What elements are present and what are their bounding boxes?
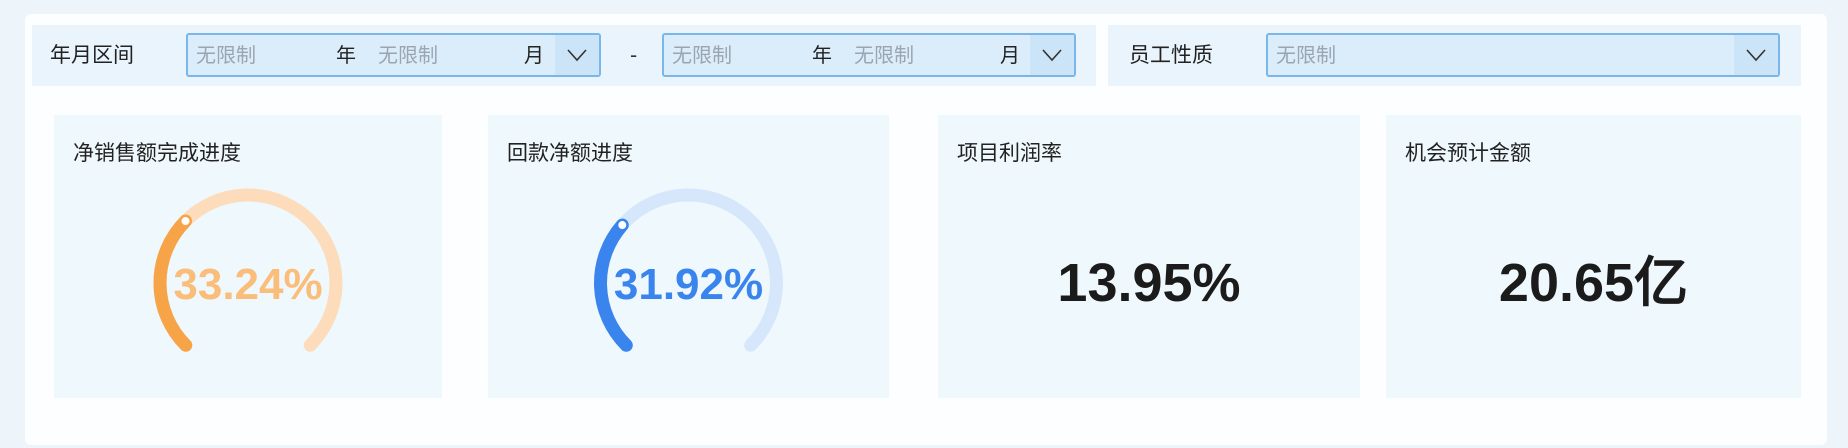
month-unit: 月 [1000, 43, 1020, 67]
end-year-input[interactable]: 无限制 [672, 43, 732, 67]
card-title: 机会预计金额 [1405, 141, 1531, 165]
employee-type-placeholder: 无限制 [1276, 43, 1336, 67]
chevron-down-icon[interactable] [1734, 35, 1778, 75]
card-title: 回款净额进度 [507, 141, 633, 165]
collection-progress-card: 回款净额进度 31.92% [488, 115, 889, 398]
opportunity-amount-card: 机会预计金额 20.65亿 [1386, 115, 1801, 398]
employee-type-select[interactable]: 无限制 [1266, 33, 1780, 77]
gauge-pointer [618, 221, 627, 230]
card-title: 项目利润率 [957, 141, 1062, 165]
start-month-input[interactable]: 无限制 [378, 43, 438, 67]
gauge-progress [594, 218, 633, 352]
chevron-down-icon[interactable] [555, 35, 599, 75]
period-label: 年月区间 [50, 43, 134, 67]
start-month-picker[interactable]: 无限制 年 无限制 月 [186, 33, 601, 77]
kpi-value: 13.95% [1057, 253, 1241, 313]
net-sales-gauge [153, 188, 343, 352]
card-title: 净销售额完成进度 [73, 141, 241, 165]
range-separator: - [630, 43, 638, 67]
year-unit: 年 [812, 43, 832, 67]
employee-type-label: 员工性质 [1129, 43, 1213, 67]
kpi-value: 20.65亿 [1498, 253, 1689, 313]
start-year-input[interactable]: 无限制 [196, 43, 256, 67]
end-month-picker[interactable]: 无限制 年 无限制 月 [662, 33, 1076, 77]
gauge-pointer [181, 217, 190, 226]
net-sales-progress-card: 净销售额完成进度 33.24% [54, 115, 442, 398]
gauge-value: 33.24% [173, 260, 323, 309]
end-month-input[interactable]: 无限制 [854, 43, 914, 67]
collection-gauge [594, 188, 783, 352]
employee-type-filter: 员工性质 无限制 [1108, 25, 1801, 86]
chevron-down-icon[interactable] [1030, 35, 1074, 75]
period-filter: 年月区间 无限制 年 无限制 月 - 无限制 年 无限制 月 [32, 25, 1096, 86]
project-profit-rate-card: 项目利润率 13.95% [938, 115, 1360, 398]
gauge-value: 31.92% [613, 260, 764, 309]
gauge-progress [153, 214, 193, 352]
year-unit: 年 [336, 43, 356, 67]
month-unit: 月 [524, 43, 544, 67]
